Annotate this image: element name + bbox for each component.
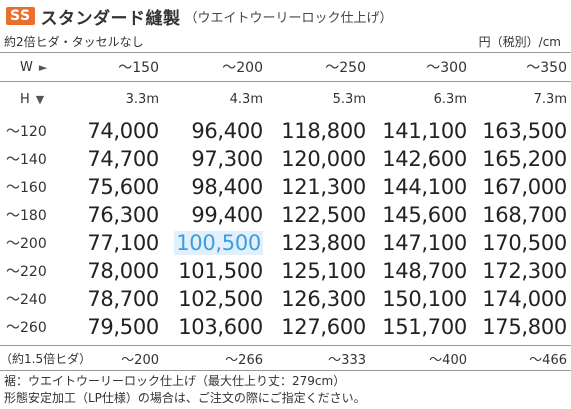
price-cell: 127,600 xyxy=(281,315,366,339)
meter-header: 7.3m xyxy=(533,91,567,107)
price-cell: 75,600 xyxy=(87,175,159,199)
meter-header: 6.3m xyxy=(433,91,467,107)
price-cell: 168,700 xyxy=(482,203,567,227)
width-header-row: W ► ～150 ～200 ～250 ～300 ～350 xyxy=(0,56,571,78)
price-cell: 175,800 xyxy=(482,315,567,339)
price-cell: 97,300 xyxy=(191,147,263,171)
down-triangle-icon: ▼ xyxy=(35,92,45,106)
price-row: ～260 79,500 103,600 127,600 151,700 175,… xyxy=(0,313,571,341)
h-axis-label: H ▼ xyxy=(20,91,45,107)
right-triangle-icon: ► xyxy=(38,60,48,74)
price-cell: 174,000 xyxy=(482,287,567,311)
price-cell: 118,800 xyxy=(281,119,366,143)
price-cell: 172,300 xyxy=(482,259,567,283)
price-cell: 101,500 xyxy=(178,259,263,283)
price-row: ～140 74,700 97,300 120,000 142,600 165,2… xyxy=(0,145,571,173)
price-cell: 98,400 xyxy=(191,175,263,199)
price-cell: 76,300 xyxy=(87,203,159,227)
price-cell: 142,600 xyxy=(382,147,467,171)
divider-top xyxy=(0,52,571,53)
price-cell: 141,100 xyxy=(382,119,467,143)
title-row: SS スタンダード縫製 （ウエイトウーリーロック仕上げ） xyxy=(6,4,393,29)
lp-note: 形態安定加工（LP仕様）の場合は、ご注文の際にご指定ください。 xyxy=(4,391,366,405)
price-row: ～160 75,600 98,400 121,300 144,100 167,0… xyxy=(0,173,571,201)
fold-1-5-label: （約1.5倍ヒダ） xyxy=(0,351,92,366)
width-header: ～300 xyxy=(426,60,467,76)
price-cell: 99,400 xyxy=(191,203,263,227)
price-cell: 102,500 xyxy=(178,287,263,311)
price-cell: 125,100 xyxy=(281,259,366,283)
meter-header: 5.3m xyxy=(332,91,366,107)
price-cell: 74,700 xyxy=(87,147,159,171)
price-cell: 147,100 xyxy=(382,231,467,255)
fold-1-5-row: （約1.5倍ヒダ） ～200 ～266 ～333 ～400 ～466 xyxy=(0,348,571,368)
price-cell: 123,800 xyxy=(281,231,366,255)
width-header: ～200 xyxy=(222,60,263,76)
price-cell: 144,100 xyxy=(382,175,467,199)
height-label: ～260 xyxy=(6,320,47,336)
notes: 裾：ウエイトウーリーロック仕上げ（最大仕上り丈：279cm） 形態安定加工（LP… xyxy=(4,373,366,407)
page-subtitle: （ウエイトウーリーロック仕上げ） xyxy=(184,10,393,26)
price-cell: 121,300 xyxy=(281,175,366,199)
price-row: ～200 77,100 100,500 123,800 147,100 170,… xyxy=(0,229,571,257)
price-row: ～220 78,000 101,500 125,100 148,700 172,… xyxy=(0,257,571,285)
width-header: ～250 xyxy=(325,60,366,76)
fold-width: ～266 xyxy=(225,352,263,368)
price-cell: 78,700 xyxy=(87,287,159,311)
divider xyxy=(0,81,571,82)
price-row: ～120 74,000 96,400 118,800 141,100 163,5… xyxy=(0,117,571,145)
price-cell: 151,700 xyxy=(382,315,467,339)
price-cell: 167,000 xyxy=(482,175,567,199)
height-label: ～240 xyxy=(6,292,47,308)
height-label: ～140 xyxy=(6,152,47,168)
height-label: ～180 xyxy=(6,208,47,224)
price-cell: 122,500 xyxy=(281,203,366,227)
width-header: ～150 xyxy=(118,60,159,76)
height-label: ～220 xyxy=(6,264,47,280)
price-cell-highlighted: 100,500 xyxy=(159,231,263,255)
price-cell: 165,200 xyxy=(482,147,567,171)
fold-width: ～400 xyxy=(429,352,467,368)
fold-width: ～200 xyxy=(121,352,159,368)
width-header: ～350 xyxy=(526,60,567,76)
price-row: ～240 78,700 102,500 126,300 150,100 174,… xyxy=(0,285,571,313)
fold-width: ～333 xyxy=(328,352,366,368)
highlighted-price: 100,500 xyxy=(174,231,263,255)
meter-header: 3.3m xyxy=(125,91,159,107)
divider xyxy=(0,345,571,346)
price-cell: 74,000 xyxy=(87,119,159,143)
price-cell: 170,500 xyxy=(482,231,567,255)
divider-bottom xyxy=(0,370,571,371)
meter-header-row: H ▼ 3.3m 4.3m 5.3m 6.3m 7.3m xyxy=(0,87,571,111)
ss-badge: SS xyxy=(6,7,35,25)
price-cell: 79,500 xyxy=(87,315,159,339)
fold-width: ～466 xyxy=(529,352,567,368)
height-label: ～160 xyxy=(6,180,47,196)
price-unit: 円（税別）/cm xyxy=(478,35,561,49)
price-cell: 145,600 xyxy=(382,203,467,227)
price-cell: 150,100 xyxy=(382,287,467,311)
hem-note: 裾：ウエイトウーリーロック仕上げ（最大仕上り丈：279cm） xyxy=(4,374,346,388)
price-cell: 126,300 xyxy=(281,287,366,311)
page-title: スタンダード縫製 xyxy=(40,8,181,29)
price-cell: 163,500 xyxy=(482,119,567,143)
price-cell: 120,000 xyxy=(281,147,366,171)
price-cell: 103,600 xyxy=(178,315,263,339)
w-axis-label: W ► xyxy=(20,59,48,75)
fold-note: 約2倍ヒダ・タッセルなし xyxy=(4,35,144,49)
meter-header: 4.3m xyxy=(229,91,263,107)
price-cell: 96,400 xyxy=(191,119,263,143)
price-row: ～180 76,300 99,400 122,500 145,600 168,7… xyxy=(0,201,571,229)
price-cell: 78,000 xyxy=(87,259,159,283)
price-cell: 148,700 xyxy=(382,259,467,283)
price-cell: 77,100 xyxy=(87,231,159,255)
height-label: ～120 xyxy=(6,124,47,140)
height-label: ～200 xyxy=(6,236,47,252)
